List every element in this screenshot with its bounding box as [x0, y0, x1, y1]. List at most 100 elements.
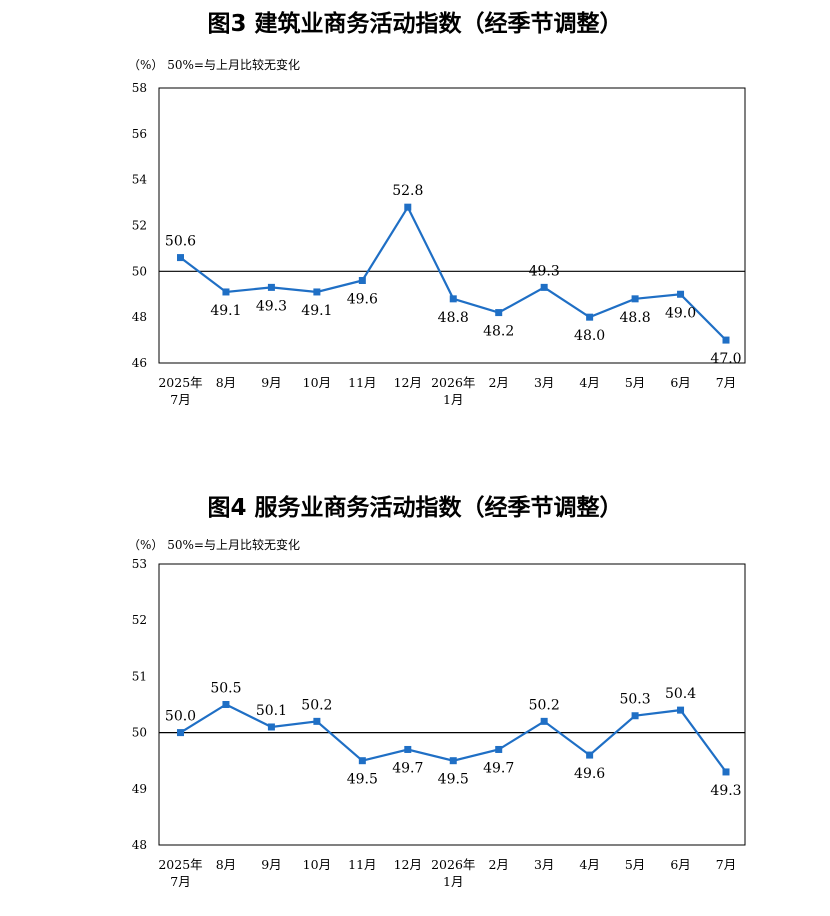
services-chart: 图4 服务业商务活动指数（经季节调整） （%） 50%=与上月比较无变化 48 4… — [0, 470, 830, 916]
x-tick-label: 6月 — [670, 375, 690, 390]
data-point — [404, 745, 412, 753]
unit-note: （%） 50%=与上月比较无变化 — [128, 538, 300, 552]
y-tick-label: 50 — [132, 264, 147, 278]
y-tick-label: 51 — [132, 669, 147, 683]
chart-title: 图4 服务业商务活动指数（经季节调整） — [207, 495, 623, 521]
data-point — [358, 277, 366, 284]
data-point — [540, 717, 548, 725]
data-point — [586, 751, 594, 759]
data-label: 49.3 — [256, 298, 287, 314]
x-tick-label: 12月 — [394, 375, 422, 390]
y-tick-label: 53 — [132, 557, 147, 571]
x-tick-label: 8月 — [216, 857, 236, 872]
x-tick-label: 4月 — [579, 857, 599, 872]
data-label: 50.2 — [301, 697, 332, 713]
data-point — [449, 757, 457, 765]
x-tick-label: 1月 — [443, 874, 463, 889]
line-chart-svg: 46 48 50 52 54 56 58 50.6 49.1 49.3 49.1 49.6 52.8 48… — [132, 81, 746, 407]
x-tick-label: 2026年 — [431, 857, 475, 872]
data-label: 49.5 — [347, 772, 378, 788]
x-tick-label: 1月 — [443, 392, 463, 407]
data-label: 49.3 — [710, 783, 741, 799]
x-tick-label: 4月 — [579, 375, 599, 390]
data-label: 48.8 — [619, 310, 650, 326]
data-point — [722, 768, 730, 776]
data-label: 49.5 — [438, 772, 469, 788]
data-label: 50.1 — [256, 703, 287, 719]
y-tick-label: 46 — [132, 356, 147, 370]
y-tick-label: 49 — [132, 782, 147, 796]
data-point — [449, 295, 457, 303]
x-tick-label: 2025年 — [158, 375, 202, 390]
x-tick-label: 7月 — [170, 392, 190, 407]
plot-frame — [158, 87, 746, 364]
data-point — [722, 336, 730, 344]
data-label: 49.7 — [392, 760, 423, 776]
y-tick-label: 56 — [132, 127, 147, 141]
x-tick-label: 10月 — [303, 857, 331, 872]
data-point — [540, 283, 548, 291]
x-tick-label: 3月 — [534, 857, 554, 872]
x-tick-label: 10月 — [303, 375, 331, 390]
y-tick-label: 54 — [132, 173, 148, 187]
data-label: 52.8 — [392, 183, 423, 199]
data-label: 49.1 — [301, 303, 332, 319]
x-tick-label: 6月 — [670, 857, 690, 872]
data-label: 49.6 — [347, 292, 378, 308]
data-label: 48.0 — [574, 328, 605, 344]
x-tick-label: 12月 — [394, 857, 422, 872]
data-label: 49.0 — [665, 305, 696, 321]
data-point — [177, 729, 184, 737]
data-label: 49.6 — [574, 766, 605, 782]
data-point — [313, 717, 321, 725]
x-tick-label: 2025年 — [158, 857, 202, 872]
data-point — [222, 701, 230, 708]
y-tick-label: 58 — [132, 81, 147, 95]
x-tick-label: 7月 — [716, 375, 736, 390]
data-label: 50.6 — [165, 234, 196, 250]
data-point — [222, 288, 230, 296]
data-label: 47.0 — [710, 351, 741, 367]
chart-title: 图3 建筑业商务活动指数（经季节调整） — [207, 11, 623, 37]
data-point — [267, 723, 275, 731]
x-tick-label: 2026年 — [431, 375, 475, 390]
data-label: 50.5 — [210, 681, 241, 697]
x-tick-label: 7月 — [170, 874, 190, 889]
data-label: 49.7 — [483, 760, 514, 776]
y-tick-label: 52 — [132, 219, 147, 233]
x-tick-label: 11月 — [348, 375, 376, 390]
data-point — [358, 757, 366, 765]
data-point — [313, 288, 321, 296]
data-label: 50.4 — [665, 686, 696, 702]
x-tick-label: 2月 — [488, 375, 508, 390]
x-tick-label: 8月 — [216, 375, 236, 390]
y-tick-label: 50 — [132, 726, 147, 740]
x-tick-label: 5月 — [625, 375, 645, 390]
unit-note: （%） 50%=与上月比较无变化 — [128, 58, 300, 72]
data-point — [677, 290, 685, 298]
data-point — [631, 295, 639, 303]
x-tick-label: 9月 — [261, 375, 281, 390]
data-point — [495, 745, 503, 753]
data-label: 48.2 — [483, 324, 514, 340]
x-tick-label: 5月 — [625, 857, 645, 872]
construction-chart: 图3 建筑业商务活动指数（经季节调整） （%） 50%=与上月比较无变化 46 4… — [0, 0, 830, 450]
plot-frame — [158, 563, 746, 846]
y-tick-label: 48 — [132, 310, 147, 324]
data-label: 50.2 — [529, 697, 560, 713]
data-label: 49.1 — [210, 303, 241, 319]
data-label: 49.3 — [529, 263, 560, 279]
data-label: 48.8 — [438, 310, 469, 326]
data-label: 50.3 — [619, 692, 650, 708]
data-label: 50.0 — [165, 709, 196, 725]
x-tick-label: 7月 — [716, 857, 736, 872]
data-point — [404, 203, 412, 211]
y-tick-label: 52 — [132, 613, 147, 627]
y-tick-label: 48 — [132, 838, 147, 852]
data-point — [267, 283, 275, 291]
data-point — [677, 706, 685, 714]
x-tick-label: 11月 — [348, 857, 376, 872]
line-chart-svg: 48 49 50 51 52 53 50.0 50.5 50.1 50.2 49.5 49.7 49.5… — [132, 557, 746, 889]
data-point — [631, 712, 639, 720]
x-tick-label: 9月 — [261, 857, 281, 872]
